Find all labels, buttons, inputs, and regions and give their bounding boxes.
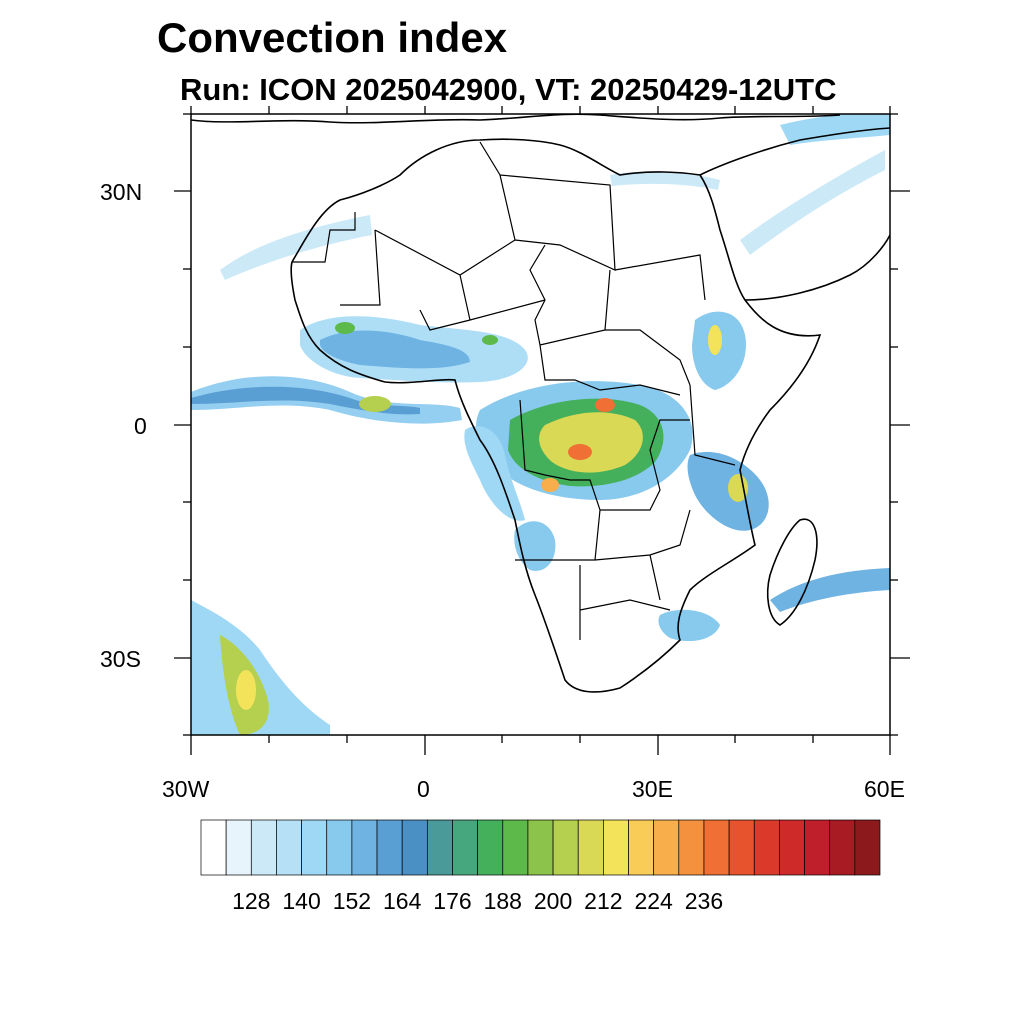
colorbar-box — [804, 819, 831, 876]
colorbar-box — [728, 819, 755, 876]
lon-label-60e: 60E — [864, 776, 905, 802]
colorbar-box — [779, 819, 805, 876]
colorbar-box — [678, 819, 705, 876]
mediterranean-streak — [780, 114, 890, 145]
colorbar-label: 188 — [483, 888, 522, 914]
colorbar-boxes — [200, 819, 881, 876]
colorbar-box — [426, 819, 453, 876]
colorbar-box — [829, 819, 856, 876]
colorbar-box — [401, 819, 428, 876]
nw-africa-streak — [220, 215, 372, 280]
lat-label-0: 0 — [134, 413, 147, 439]
colorbar-box — [703, 819, 730, 876]
lat-label-30s: 30S — [100, 646, 141, 672]
congo-max-3 — [541, 478, 559, 492]
lon-label-30w: 30W — [162, 776, 210, 802]
congo-cells-high — [539, 412, 643, 473]
lon-label-30e: 30E — [632, 776, 673, 802]
colorbar-box — [477, 819, 504, 876]
colorbar-label: 212 — [584, 888, 623, 914]
colorbar-box — [351, 819, 378, 876]
colorbar-label: 152 — [332, 888, 372, 914]
colorbar-label: 236 — [684, 888, 724, 914]
colorbar-label: 128 — [232, 888, 271, 914]
colorbar-box — [225, 819, 252, 876]
axis-ticks — [174, 106, 910, 755]
colorbar-box — [250, 819, 277, 876]
sw-atlantic-front — [191, 600, 330, 735]
sw-atlantic-hotspot — [236, 670, 256, 710]
convection-field — [191, 114, 890, 735]
gabon-cells — [464, 426, 525, 521]
colorbar-label: 224 — [634, 888, 673, 914]
europe-coast — [191, 114, 841, 124]
congo-max-1 — [595, 398, 615, 412]
border-lines — [292, 141, 736, 640]
colorbar-label: 200 — [533, 888, 573, 914]
arabian-coast — [699, 127, 890, 301]
map-subtitle: Run: ICON 2025042900, VT: 20250429-12UTC — [180, 72, 837, 107]
angola-cells — [514, 521, 556, 571]
madagascar — [766, 518, 818, 626]
colorbar-box — [628, 819, 655, 876]
ethiopia-hotspot — [708, 325, 722, 355]
lat-label-30n: 30N — [100, 179, 143, 205]
colorbar-box — [452, 819, 478, 876]
coastlines — [191, 114, 890, 693]
west-africa-cells-core — [320, 330, 470, 369]
colorbar-label: 140 — [282, 888, 321, 914]
colorbar-label: 164 — [382, 888, 422, 914]
colorbar-label: 176 — [433, 888, 472, 914]
colorbar-box — [552, 819, 579, 876]
africa-coastline — [290, 138, 822, 693]
country-borders — [292, 141, 736, 640]
east-africa-hotspot — [728, 474, 748, 502]
map-title: Convection index — [157, 14, 508, 61]
colorbar-box — [301, 819, 328, 876]
colorbar-box — [653, 819, 680, 876]
colorbar-box — [527, 819, 554, 876]
colorbar-box — [326, 819, 353, 876]
colorbar-box — [502, 819, 529, 876]
colorbar-box — [854, 819, 881, 876]
mozambique-cells — [658, 609, 720, 642]
colorbar-box — [200, 819, 227, 876]
colorbar-box — [276, 819, 302, 876]
congo-max-2 — [568, 444, 592, 460]
colorbar-box — [376, 819, 403, 876]
colorbar-box — [603, 819, 629, 876]
west-africa-hotspot — [335, 322, 355, 334]
colorbar-box — [753, 819, 780, 876]
egypt-streak — [610, 171, 720, 190]
itcz-hotspot — [359, 396, 391, 412]
west-africa-hotspot-2 — [482, 335, 498, 345]
lon-label-0: 0 — [417, 776, 430, 802]
colorbar-box — [577, 819, 604, 876]
arabia-streak — [740, 150, 885, 255]
